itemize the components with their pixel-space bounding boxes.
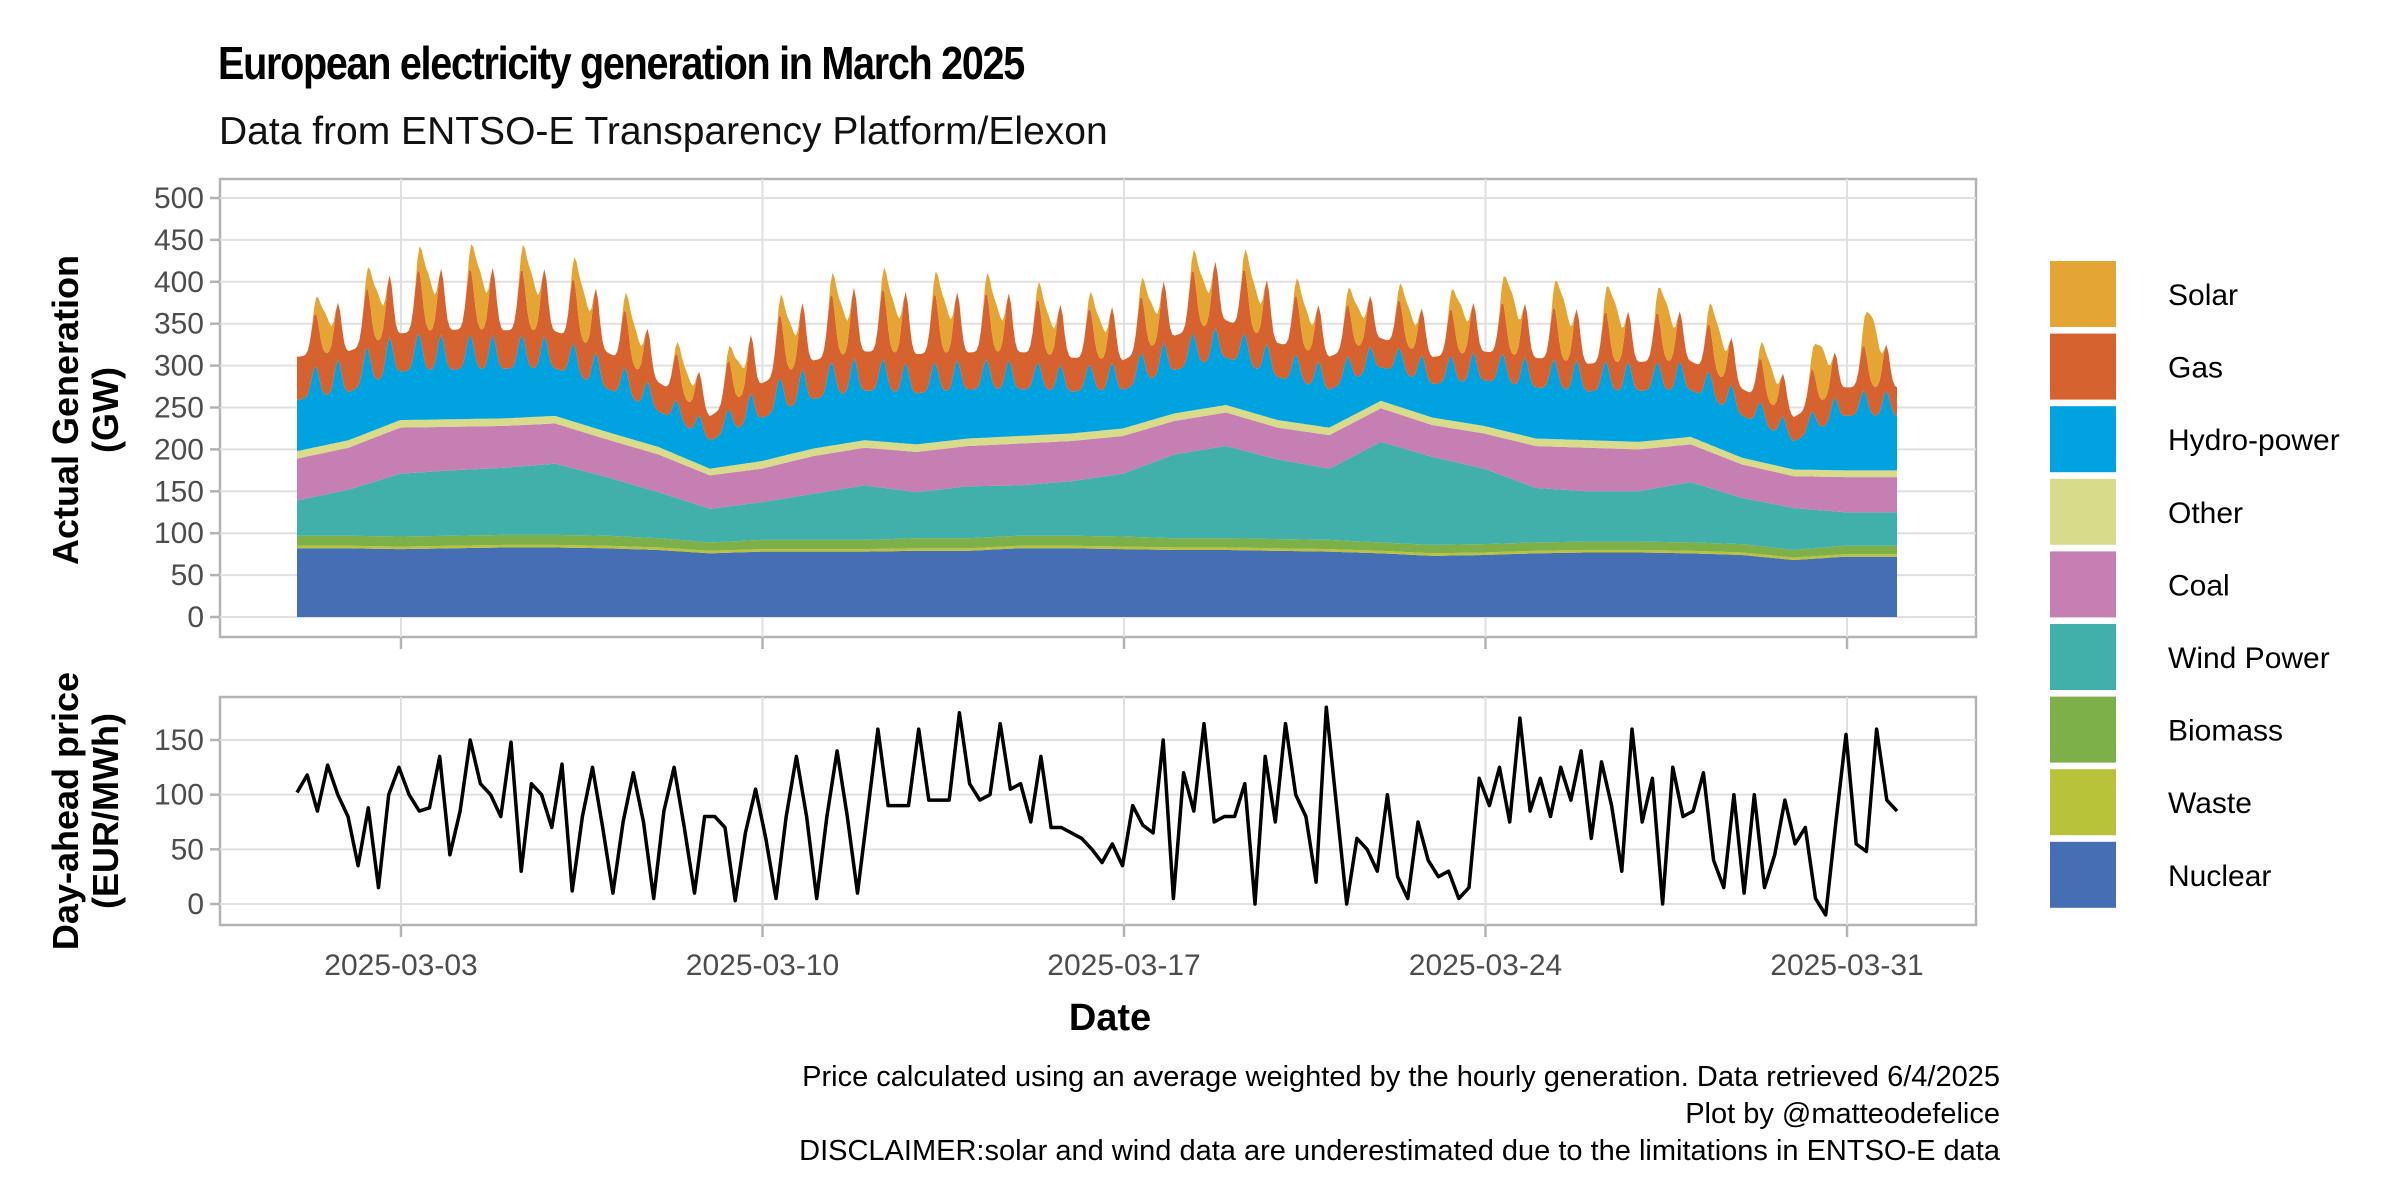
price-y-title-line1: Day-ahead price [45,672,86,950]
legend-item-gas: Gas [2050,333,2223,400]
price-y-tick-label: 100 [154,779,204,812]
generation-y-tick-label: 0 [187,601,204,634]
price-y-title-unit: (EUR/MWh) [85,713,126,909]
area-wind-power [297,441,1897,550]
legend-swatch [2050,406,2116,473]
legend-swatch [2050,333,2116,400]
area-gas [297,261,1897,442]
chart-title: European electricity generation in March… [218,37,1025,89]
legend-label: Coal [2168,569,2230,602]
legend-item-hydro-power: Hydro-power [2050,406,2340,473]
legend-item-waste: Waste [2050,769,2252,836]
generation-areas [297,244,1897,617]
generation-y-tick-label: 50 [171,559,204,592]
area-waste [297,544,1897,560]
generation-y-title-unit: (GW) [85,367,126,453]
price-y-title-line2: (EUR/MWh) [85,713,126,909]
legend-item-wind-power: Wind Power [2050,624,2330,690]
price-panel: 0 50 100 150 2025-03-03 2025-03-10 2025-03-17… [45,672,1978,982]
x-tick-label: 2025-03-03 [324,949,477,982]
chart-subtitle: Data from ENTSO-E Transparency Platform/… [219,110,1108,153]
generation-y-tick-label: 150 [154,475,204,508]
price-y-title: Day-ahead price [45,672,86,950]
legend-label: Nuclear [2168,860,2271,893]
generation-y-tick-label: 450 [154,224,204,257]
caption-method: Price calculated using an average weight… [802,1061,2000,1093]
area-solar [297,244,1897,418]
price-y-ticks: 0 50 100 150 [154,724,220,921]
legend-swatch [2050,841,2116,908]
caption-disclaimer: DISCLAIMER:solar and wind data are under… [799,1135,2001,1167]
generation-y-tick-label: 350 [154,308,204,341]
area-nuclear [297,547,1897,617]
legend-swatch [2050,624,2116,690]
legend-label: Hydro-power [2168,424,2340,457]
generation-y-title-line2: (GW) [85,367,126,453]
legend-label: Other [2168,497,2243,530]
legend-item-other: Other [2050,478,2243,545]
x-tick-label: 2025-03-10 [686,949,839,982]
price-line [295,705,1899,917]
legend-item-solar: Solar [2050,261,2238,327]
generation-y-tick-label: 200 [154,433,204,466]
x-tick-label: 2025-03-24 [1409,949,1562,982]
generation-y-tick-label: 100 [154,517,204,550]
generation-y-tick-label: 500 [154,182,204,215]
caption-author: Plot by @matteodefelice [1685,1098,2000,1130]
generation-x-ticks [399,637,1849,649]
legend-item-nuclear: Nuclear [2050,841,2271,908]
price-y-tick-label: 150 [154,724,204,757]
price-y-tick-label: 50 [171,833,204,866]
legend-label: Solar [2168,279,2238,312]
legend-swatch [2050,261,2116,327]
price-y-tick-label: 0 [187,888,204,921]
generation-y-title: Actual Generation [45,255,86,565]
generation-y-title-line1: Actual Generation [45,255,86,565]
legend: Solar Gas Hydro-power Other Coal Wind Power Bi… [2050,261,2340,908]
generation-y-ticks: 0 50 100 150 200 250 300 350 400 450 500 [154,182,220,634]
price-grid [220,697,1976,925]
generation-panel: 0 50 100 150 200 250 300 350 400 450 500 Actual Ge… [45,177,1978,649]
legend-label: Wind Power [2168,642,2330,675]
legend-swatch [2050,769,2116,836]
legend-swatch [2050,478,2116,545]
x-tick-label: 2025-03-17 [1047,949,1200,982]
legend-label: Gas [2168,352,2223,385]
price-x-ticks: 2025-03-03 2025-03-10 2025-03-17 2025-03-24… [324,925,1924,982]
x-tick-label: 2025-03-31 [1770,949,1923,982]
generation-y-tick-label: 300 [154,350,204,383]
legend-label: Biomass [2168,715,2283,748]
generation-y-tick-label: 250 [154,392,204,425]
legend-label: Waste [2168,787,2252,820]
area-biomass [297,534,1897,558]
legend-item-biomass: Biomass [2050,696,2283,763]
generation-y-tick-label: 400 [154,266,204,299]
area-other [297,400,1897,478]
captions: Price calculated using an average weight… [799,1061,2001,1167]
x-axis-title: Date [1069,997,1151,1039]
legend-item-coal: Coal [2050,551,2230,618]
legend-swatch [2050,551,2116,618]
legend-swatch [2050,696,2116,763]
price-panel-frame [218,695,1978,927]
area-hydro-power [297,328,1897,471]
area-coal [297,408,1897,513]
